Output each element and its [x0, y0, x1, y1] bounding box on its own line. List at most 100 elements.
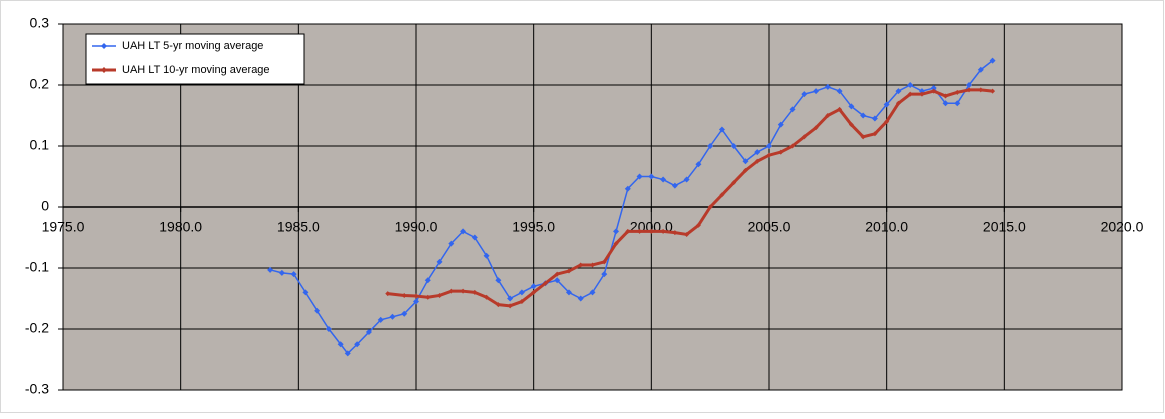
data-point [825, 113, 831, 118]
data-point [448, 240, 455, 247]
data-point [707, 204, 713, 210]
data-point [472, 289, 478, 295]
data-point [660, 176, 667, 183]
data-point [954, 100, 961, 107]
data-point [766, 152, 772, 158]
data-point [413, 298, 419, 305]
data-point [401, 292, 407, 298]
data-point [471, 234, 478, 241]
legend-label: UAH LT 5-yr moving average [122, 40, 263, 52]
data-point [871, 115, 878, 122]
data-point [460, 228, 467, 235]
data-point [731, 180, 737, 186]
data-point [365, 329, 372, 336]
data-point [507, 303, 513, 309]
data-point [648, 173, 655, 180]
data-point [389, 313, 396, 320]
data-point [424, 277, 431, 284]
legend-box [85, 33, 305, 85]
data-point [978, 87, 984, 93]
data-point [519, 299, 525, 305]
data-point [684, 231, 690, 237]
data-point [919, 91, 925, 97]
data-point [801, 91, 808, 98]
data-point [436, 258, 443, 265]
data-point [483, 252, 490, 259]
data-point [766, 143, 772, 149]
data-point [337, 341, 344, 348]
data-point [278, 269, 285, 276]
x-tick-label: 1980.0 [159, 219, 202, 235]
data-point [636, 173, 643, 180]
data-point [777, 121, 784, 128]
data-point [425, 294, 431, 300]
data-point [695, 222, 701, 228]
data-point [942, 100, 949, 107]
data-point [531, 289, 537, 295]
data-point [672, 230, 678, 236]
data-point [577, 295, 584, 302]
data-point [484, 294, 490, 300]
data-point [325, 326, 332, 332]
legend: UAH LT 5-yr moving average UAH LT 10-yr m… [85, 33, 305, 85]
data-point [302, 289, 309, 296]
x-tick-label: 2010.0 [865, 219, 908, 235]
data-point [860, 112, 867, 119]
series-line [387, 88, 993, 308]
data-point [601, 259, 607, 265]
data-point [314, 307, 321, 314]
data-point [907, 82, 914, 88]
data-point [566, 268, 572, 274]
data-point [625, 228, 631, 234]
data-point [778, 149, 784, 155]
data-point [801, 134, 807, 140]
y-tick-label: -0.1 [25, 259, 49, 275]
data-point [589, 289, 596, 296]
data-point [448, 288, 454, 294]
y-tick-label: -0.2 [25, 320, 49, 336]
data-point [824, 83, 831, 90]
data-point [989, 57, 996, 64]
y-tick-label: 0 [41, 198, 49, 214]
x-tick-label: 1990.0 [395, 219, 438, 235]
x-tick-label: 2015.0 [983, 219, 1026, 235]
data-point [718, 126, 725, 133]
data-point [907, 91, 913, 97]
data-point [813, 125, 819, 131]
x-tick-label: 2005.0 [748, 219, 791, 235]
data-point [848, 103, 855, 110]
y-tick-label: 0.1 [30, 137, 50, 153]
data-point [860, 134, 866, 140]
data-point [518, 289, 525, 296]
data-point [754, 149, 761, 156]
data-point [344, 350, 351, 357]
data-point [813, 88, 820, 95]
data-point [267, 266, 274, 273]
data-point [836, 88, 843, 95]
data-point [789, 106, 796, 113]
y-tick-label: 0.3 [30, 15, 50, 31]
data-point [966, 87, 972, 93]
data-point [660, 228, 666, 234]
legend-marker [101, 43, 107, 49]
data-point [719, 192, 725, 198]
data-point [895, 100, 901, 106]
data-point [790, 143, 796, 149]
data-point [613, 241, 619, 247]
data-point [883, 101, 890, 108]
data-point [385, 291, 391, 297]
data-point [624, 185, 631, 192]
data-point [354, 341, 361, 348]
data-point [884, 119, 890, 125]
data-point [954, 89, 960, 95]
x-tick-label: 1995.0 [512, 219, 555, 235]
data-point [977, 66, 984, 73]
data-point [931, 88, 937, 94]
data-point [495, 302, 501, 308]
data-point [554, 277, 561, 284]
data-point [413, 293, 419, 299]
data-point [507, 295, 514, 302]
data-point [943, 93, 948, 99]
